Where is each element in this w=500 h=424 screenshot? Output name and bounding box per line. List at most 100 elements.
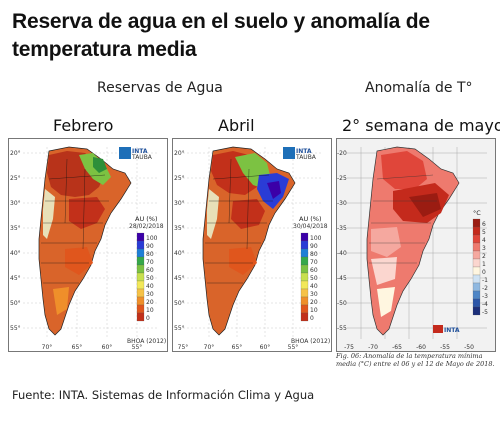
legend-may-swatch — [472, 226, 481, 236]
legend-feb-label: 30 — [146, 291, 154, 298]
legend-feb-label: 60 — [146, 267, 154, 274]
may-lat-label: -50 — [337, 300, 347, 307]
logo-inta-feb: INTA — [132, 148, 148, 155]
subtitle-february: Febrero — [53, 116, 114, 135]
legend-feb-label: 70 — [146, 259, 154, 266]
map-april: INTA TAUBA AU (%) 30/04/2018 100 90 80 70 60… — [172, 138, 332, 352]
legend-apr-swatch — [300, 288, 309, 298]
may-lon-label: -70 — [368, 344, 378, 351]
may-lon-label: -50 — [464, 344, 474, 351]
legend-feb-swatch — [136, 256, 145, 266]
may-lon-label: -60 — [416, 344, 426, 351]
legend-apr-label: 20 — [310, 299, 318, 306]
legend-feb-label: 100 — [146, 235, 158, 242]
legend-apr-label: 60 — [310, 267, 318, 274]
legend-may-swatch — [472, 274, 481, 284]
feb-lon-label: 70° — [42, 344, 53, 351]
legend-feb-label: 20 — [146, 299, 154, 306]
credit-feb: BHOA (2012) — [127, 338, 166, 345]
feb-lat-label: 35° — [10, 225, 21, 232]
legend-apr-label: 40 — [310, 283, 318, 290]
legend-feb-label: 10 — [146, 307, 154, 314]
legend-apr-swatch — [300, 248, 309, 258]
legend-may-swatch — [472, 250, 481, 260]
apr-lat-label: 55° — [174, 325, 185, 332]
map-may-anomaly: °C 6 5 4 3 2 1 0 -1 -2 -3 -4 -5 INTA -20 -25 -30 -35 -4… — [336, 138, 496, 352]
legend-may-label: 5 — [482, 229, 486, 236]
may-lat-label: -35 — [337, 225, 347, 232]
legend-feb-swatch — [136, 248, 145, 258]
legend-may-swatch — [472, 282, 481, 292]
date-apr: 30/04/2018 — [293, 223, 328, 230]
page-title: Reserva de agua en el suelo y anomalía d… — [12, 10, 430, 61]
credit-apr: BHOA (2012) — [291, 338, 330, 345]
may-lat-label: -55 — [337, 325, 347, 332]
legend-title-feb: AU (%) — [135, 215, 158, 223]
feb-lat-label: 55° — [10, 325, 21, 332]
may-lat-label: -20 — [337, 150, 347, 157]
legend-apr-label: 0 — [310, 315, 314, 322]
apr-lat-label: 50° — [174, 300, 185, 307]
legend-feb-label: 40 — [146, 283, 154, 290]
legend-apr-label: 50 — [310, 275, 318, 282]
legend-apr-swatch — [300, 312, 309, 322]
apr-lon-label: 70° — [204, 344, 215, 351]
legend-apr-swatch — [300, 232, 309, 242]
legend-may-swatch — [472, 298, 481, 308]
legend-apr-label: 90 — [310, 243, 318, 250]
legend-may-label: 6 — [482, 221, 486, 228]
figure-caption: Fig. 06: Anomalía de la temperatura míni… — [336, 352, 495, 368]
feb-lon-label: 60° — [102, 344, 113, 351]
logo-tauba-apr: TAUBA — [295, 154, 317, 161]
legend-feb-swatch — [136, 264, 145, 274]
legend-feb-label: 0 — [146, 315, 150, 322]
legend-may-swatch — [472, 306, 481, 316]
legend-apr-label: 70 — [310, 259, 318, 266]
legend-apr-swatch — [300, 304, 309, 314]
feb-lon-label: 55° — [132, 344, 143, 351]
may-lon-label: -55 — [440, 344, 450, 351]
legend-may-label: 2 — [482, 253, 486, 260]
legend-may-swatch — [472, 242, 481, 252]
legend-may-label: 0 — [482, 269, 486, 276]
temp-anomaly-header: Anomalía de T° — [365, 80, 473, 96]
apr-lat-label: 45° — [174, 275, 185, 282]
logo-inta-apr: INTA — [296, 148, 312, 155]
map-april-svg: INTA TAUBA AU (%) 30/04/2018 10090807060… — [173, 139, 331, 351]
legend-may-swatch — [472, 290, 481, 300]
legend-apr-label: 80 — [310, 251, 318, 258]
map-february-svg: INTA TAUBA AU (%) 28/02/2018 10090807060… — [9, 139, 167, 351]
legend-feb-swatch — [136, 312, 145, 322]
water-reserves-header: Reservas de Agua — [97, 80, 223, 96]
legend-apr-swatch — [300, 296, 309, 306]
apr-lat-label: 25° — [174, 175, 185, 182]
legend-may-label: -4 — [482, 301, 488, 308]
apr-lon-label: 75° — [178, 344, 189, 351]
logo-inta-may: INTA — [444, 327, 460, 334]
legend-apr-swatch — [300, 264, 309, 274]
legend-may-label: -5 — [482, 309, 488, 316]
date-feb: 28/02/2018 — [129, 223, 164, 230]
feb-lat-label: 50° — [10, 300, 21, 307]
feb-lon-label: 65° — [72, 344, 83, 351]
apr-lon-label: 65° — [232, 344, 243, 351]
legend-feb-swatch — [136, 288, 145, 298]
legend-may-swatch — [472, 234, 481, 244]
may-lon-label: -75 — [344, 344, 354, 351]
legend-apr-swatch — [300, 240, 309, 250]
legend-may-swatch — [472, 266, 481, 276]
legend-feb-label: 80 — [146, 251, 154, 258]
apr-lat-label: 35° — [174, 225, 185, 232]
legend-title-apr: AU (%) — [299, 215, 322, 223]
legend-may-label: 4 — [482, 237, 486, 244]
may-lat-label: -25 — [337, 175, 347, 182]
may-lat-label: -45 — [337, 275, 347, 282]
legend-feb-label: 50 — [146, 275, 154, 282]
apr-lon-label: 55° — [288, 344, 299, 351]
feb-lat-label: 45° — [10, 275, 21, 282]
may-lat-label: -40 — [337, 250, 347, 257]
legend-feb-swatch — [136, 232, 145, 242]
legend-feb-swatch — [136, 304, 145, 314]
legend-feb-swatch — [136, 272, 145, 282]
